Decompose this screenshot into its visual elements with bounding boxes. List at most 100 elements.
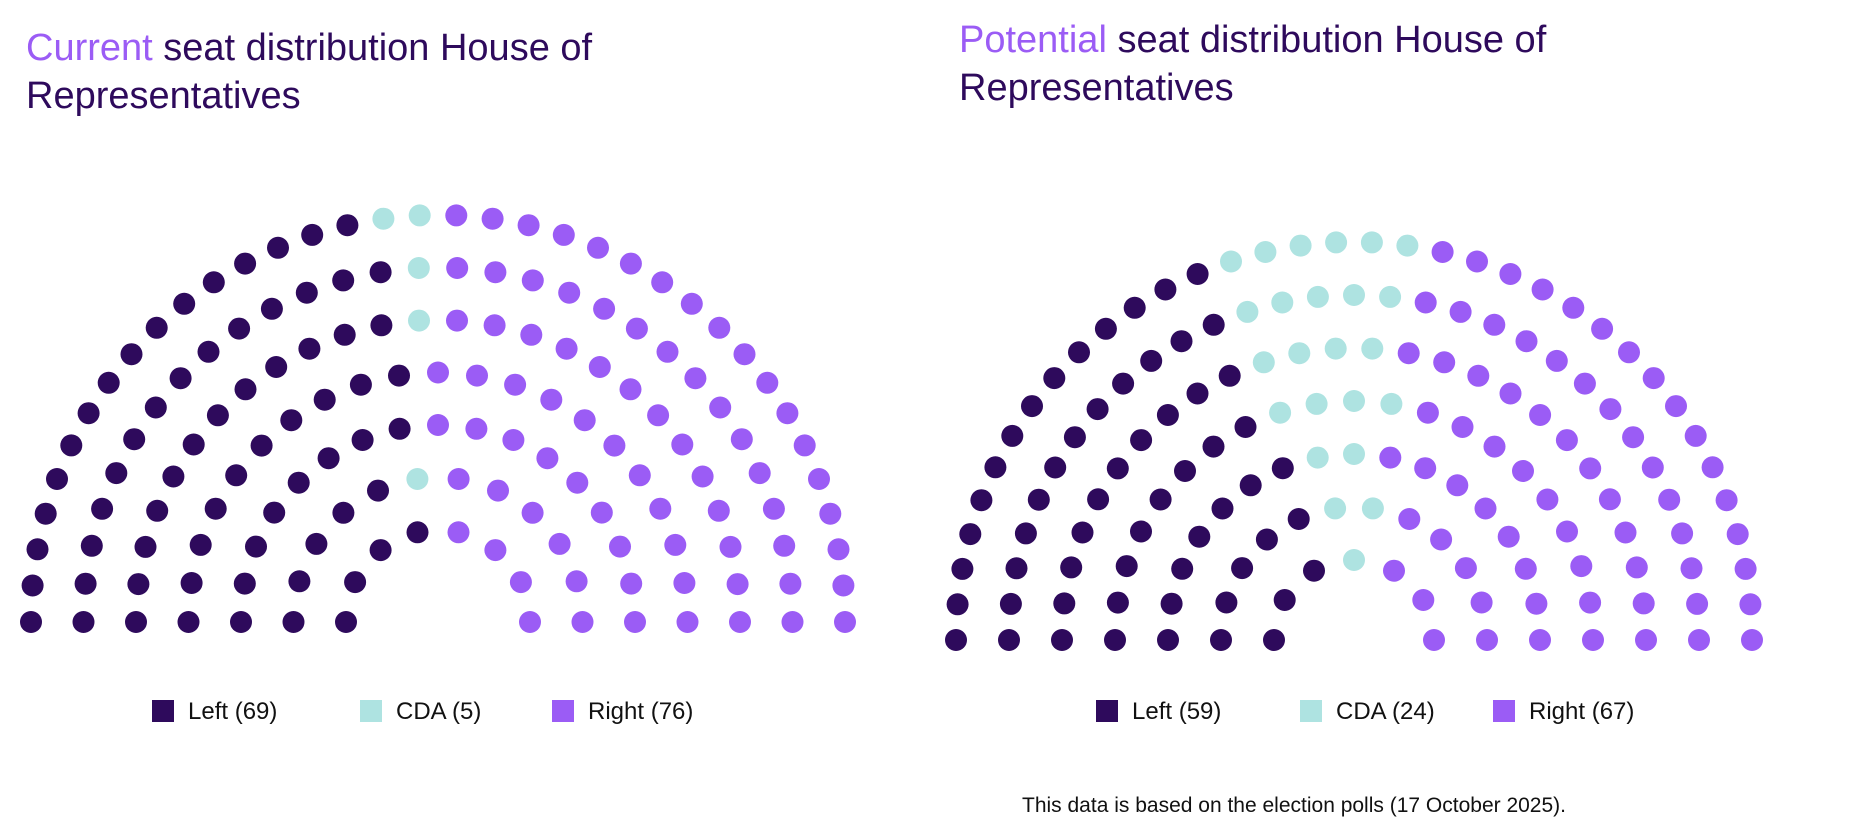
legend-swatch-left <box>152 700 174 722</box>
seat-left <box>72 611 95 633</box>
seat-left <box>230 611 252 633</box>
seat-left <box>1218 364 1241 387</box>
seat-left <box>945 629 967 651</box>
seat-right <box>1622 426 1645 449</box>
seat-left <box>91 497 114 520</box>
seat-left <box>1271 457 1294 480</box>
seat-right <box>609 535 631 558</box>
seat-left <box>180 572 203 594</box>
seat-right <box>1599 398 1622 421</box>
seat-right <box>1734 557 1757 580</box>
seat-left <box>1053 592 1076 615</box>
seat-left <box>189 533 212 556</box>
seat-right <box>1680 557 1703 580</box>
seat-left <box>77 402 100 425</box>
seat-right <box>566 471 589 494</box>
seat-right <box>1499 263 1522 285</box>
seat-left <box>169 367 192 390</box>
seat-right <box>1466 250 1488 273</box>
seat-right <box>1499 382 1522 405</box>
seat-left <box>1027 488 1050 511</box>
seat-right <box>730 428 753 451</box>
legend-label-right: Right (67) <box>1529 698 1635 725</box>
legend-swatch-cda <box>360 700 382 722</box>
seat-cda <box>1271 291 1294 314</box>
seat-cda <box>1220 250 1242 273</box>
seat-right <box>1545 349 1568 372</box>
seat-right <box>651 271 674 294</box>
seat-right <box>1570 555 1593 578</box>
seat-right <box>624 611 646 633</box>
legend-label-cda: CDA (24) <box>1336 698 1435 725</box>
potential-chart-title: Potential seat distribution House of Rep… <box>959 16 1659 112</box>
seat-right <box>1379 446 1402 469</box>
seat-right <box>521 269 544 292</box>
seat-left <box>336 214 359 237</box>
seat-cda <box>1361 337 1384 360</box>
seat-cda <box>406 468 429 490</box>
seat-left <box>388 364 410 387</box>
seat-left <box>1005 557 1028 580</box>
seat-right <box>466 364 488 387</box>
seat-left <box>20 611 42 633</box>
seat-cda <box>1288 342 1311 365</box>
seat-left <box>1156 404 1179 426</box>
seat-right <box>1431 241 1454 263</box>
seat-left <box>349 373 372 396</box>
seat-cda <box>1343 443 1365 465</box>
seat-right <box>1529 629 1551 651</box>
seat-right <box>1483 435 1506 458</box>
seat-right <box>1573 372 1596 395</box>
seat-left <box>21 574 44 597</box>
seat-left <box>204 497 227 520</box>
seat-cda <box>1324 337 1347 360</box>
seat-right <box>427 361 449 384</box>
seat-right <box>1726 523 1749 546</box>
legend-swatch-left <box>1096 700 1118 722</box>
seat-right <box>517 214 540 237</box>
seat-right <box>587 236 609 259</box>
seat-right <box>427 414 449 436</box>
seat-right <box>779 572 802 595</box>
seat-left <box>120 343 143 366</box>
seat-right <box>1414 457 1437 480</box>
seat-left <box>46 468 68 490</box>
seat-left <box>1202 435 1225 458</box>
seat-right <box>1474 497 1497 520</box>
current-seat-chart <box>20 204 856 633</box>
seat-cda <box>1379 285 1402 308</box>
seat-cda <box>407 257 430 279</box>
seat-left <box>335 611 357 633</box>
seat-left <box>1171 557 1194 580</box>
seat-left <box>369 539 392 562</box>
seat-right <box>487 479 509 502</box>
seat-right <box>676 611 699 633</box>
seat-cda <box>1380 392 1403 415</box>
seat-left <box>1051 629 1073 651</box>
seat-left <box>1068 341 1090 364</box>
seat-right <box>1515 330 1538 353</box>
seat-right <box>1688 629 1710 651</box>
seat-right <box>552 223 575 246</box>
seat-left <box>333 323 356 346</box>
seat-left <box>288 570 311 593</box>
seat-left <box>295 281 318 304</box>
seat-right <box>1397 342 1420 365</box>
seat-right <box>540 388 563 411</box>
seat-left <box>998 629 1020 651</box>
seat-left <box>105 462 128 485</box>
seat-right <box>1531 278 1554 301</box>
seat-right <box>1398 508 1421 530</box>
seat-right <box>1483 313 1506 336</box>
seat-cda <box>1305 392 1328 415</box>
seat-right <box>1618 341 1640 364</box>
seat-left <box>1170 330 1193 353</box>
seat-right <box>773 534 796 557</box>
seat-right <box>481 207 504 230</box>
seat-left <box>1255 528 1278 551</box>
legend-label-left: Left (69) <box>188 698 278 725</box>
seat-left <box>287 471 310 494</box>
seat-cda <box>408 204 431 227</box>
seat-right <box>1416 401 1439 424</box>
seat-right <box>619 252 642 275</box>
